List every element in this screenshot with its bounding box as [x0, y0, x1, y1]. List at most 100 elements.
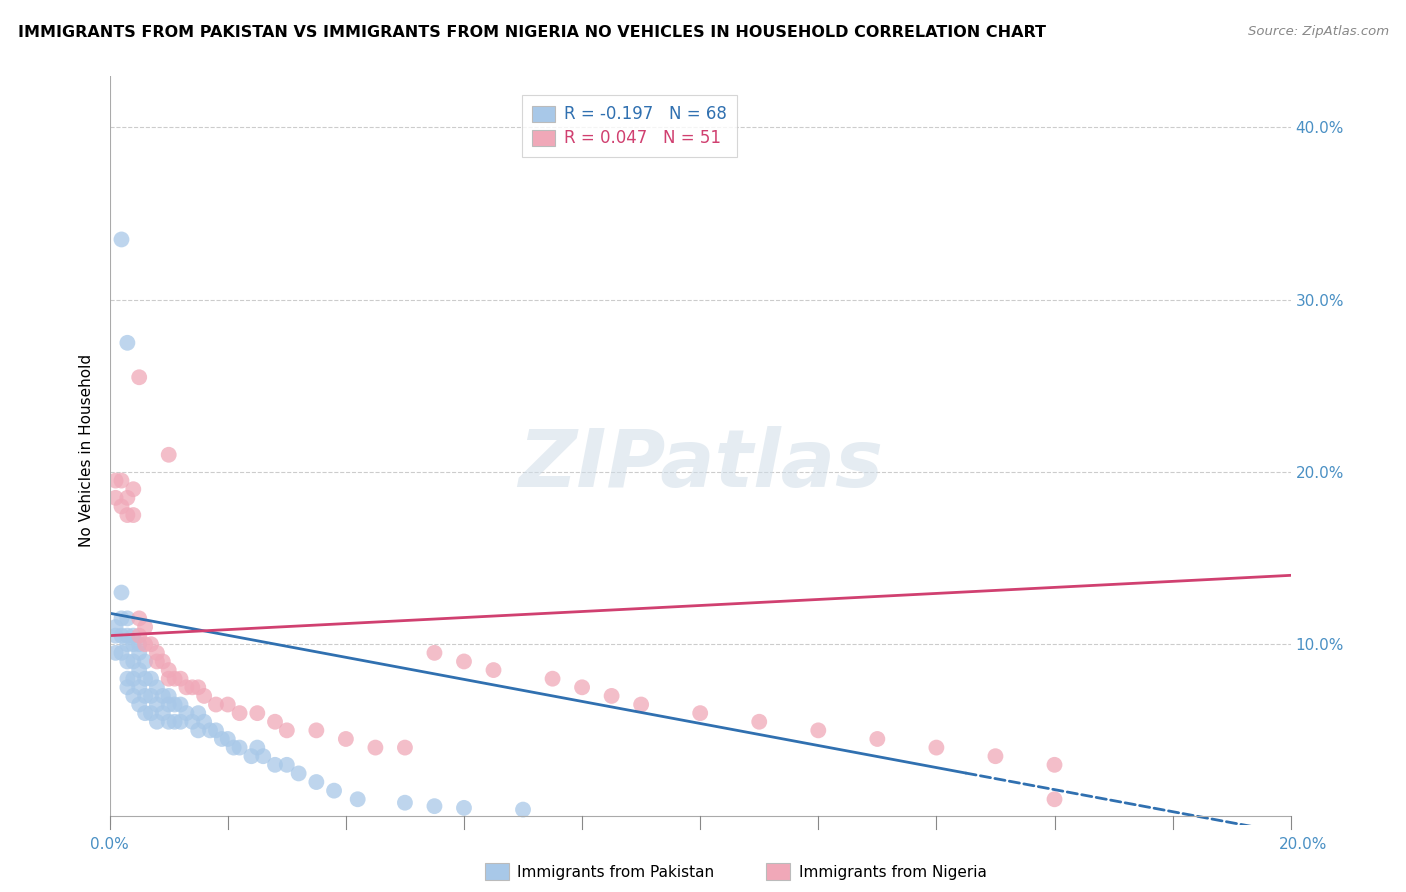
Point [104, 474, 127, 488]
Point [104, 629, 127, 643]
Point [157, 448, 180, 462]
Point [335, 731, 357, 746]
Point [807, 723, 830, 738]
Point [152, 689, 174, 703]
Point [246, 740, 269, 755]
Point [689, 706, 711, 720]
Point [264, 757, 287, 772]
Point [228, 706, 250, 720]
Point [240, 749, 263, 764]
Point [305, 775, 328, 789]
Point [146, 681, 169, 695]
Point [1043, 792, 1066, 806]
Point [134, 655, 156, 669]
Point [110, 629, 132, 643]
Point [152, 706, 174, 720]
Point [134, 706, 156, 720]
Point [117, 672, 139, 686]
Point [228, 740, 250, 755]
Point [482, 663, 505, 677]
Point [163, 714, 186, 729]
Point [139, 706, 162, 720]
Point [364, 740, 387, 755]
Point [128, 698, 150, 712]
Point [176, 681, 198, 695]
Point [187, 723, 209, 738]
Point [157, 689, 180, 703]
Point [110, 585, 132, 599]
Point [117, 335, 139, 350]
Point [128, 611, 150, 625]
Point [122, 629, 145, 643]
Point [246, 706, 269, 720]
Point [122, 672, 145, 686]
Point [110, 646, 132, 660]
Point [128, 663, 150, 677]
Point [139, 672, 162, 686]
Point [134, 637, 156, 651]
Point [117, 681, 139, 695]
Point [146, 714, 169, 729]
Point [198, 723, 221, 738]
Point [117, 611, 139, 625]
Point [134, 689, 156, 703]
Legend: R = -0.197   N = 68, R = 0.047   N = 51: R = -0.197 N = 68, R = 0.047 N = 51 [522, 95, 737, 157]
Point [512, 803, 534, 817]
Text: ZIPatlas: ZIPatlas [517, 426, 883, 505]
Point [423, 799, 446, 814]
Point [104, 620, 127, 634]
Point [169, 714, 191, 729]
Point [541, 672, 564, 686]
Point [187, 706, 209, 720]
Point [1043, 757, 1066, 772]
Point [453, 801, 475, 815]
Point [104, 491, 127, 505]
Point [187, 681, 209, 695]
Text: Source: ZipAtlas.com: Source: ZipAtlas.com [1249, 25, 1389, 38]
Point [122, 637, 145, 651]
Point [193, 689, 215, 703]
Point [128, 646, 150, 660]
Point [630, 698, 652, 712]
Point [152, 655, 174, 669]
Point [157, 714, 180, 729]
Point [134, 620, 156, 634]
Point [305, 723, 328, 738]
Point [394, 740, 416, 755]
Point [139, 689, 162, 703]
Point [276, 757, 298, 772]
Point [287, 766, 309, 780]
Point [122, 689, 145, 703]
Point [122, 482, 145, 496]
Point [222, 740, 245, 755]
Point [176, 706, 198, 720]
Point [146, 646, 169, 660]
Point [323, 783, 346, 797]
Point [163, 698, 186, 712]
Point [122, 508, 145, 522]
Point [394, 796, 416, 810]
Point [117, 491, 139, 505]
Point [128, 370, 150, 384]
Point [122, 655, 145, 669]
Point [217, 731, 239, 746]
Point [110, 232, 132, 246]
Text: 0.0%: 0.0% [90, 838, 129, 852]
Point [146, 655, 169, 669]
Point [169, 672, 191, 686]
Point [181, 681, 204, 695]
Point [276, 723, 298, 738]
Point [264, 714, 287, 729]
Point [117, 629, 139, 643]
Text: 20.0%: 20.0% [1279, 838, 1327, 852]
Point [110, 474, 132, 488]
Point [453, 655, 475, 669]
Y-axis label: No Vehicles in Household: No Vehicles in Household [79, 354, 94, 547]
Point [128, 637, 150, 651]
Point [157, 663, 180, 677]
Text: Immigrants from Pakistan: Immigrants from Pakistan [517, 865, 714, 880]
Point [139, 637, 162, 651]
Point [117, 655, 139, 669]
Point [866, 731, 889, 746]
Point [128, 629, 150, 643]
